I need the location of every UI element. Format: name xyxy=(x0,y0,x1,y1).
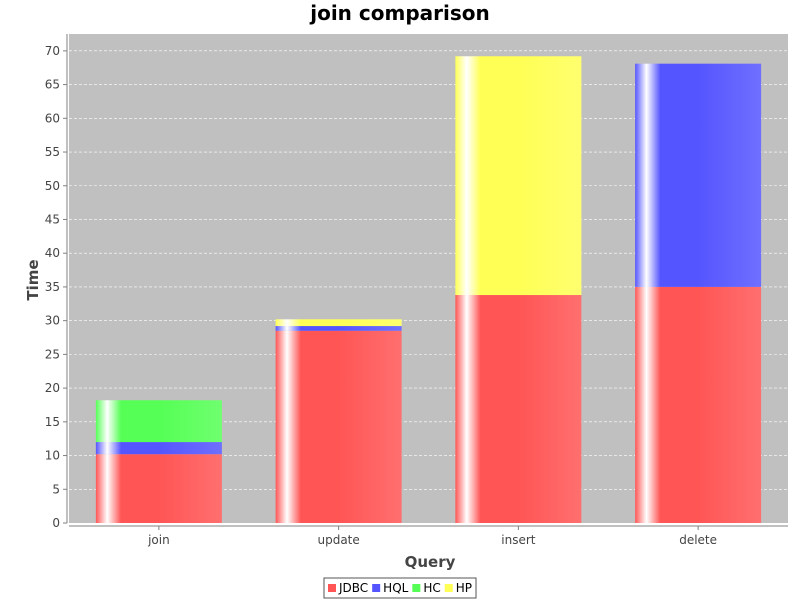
legend-label-hc: HC xyxy=(423,581,440,595)
y-tick-label: 10 xyxy=(45,449,60,463)
y-tick-label: 5 xyxy=(52,482,60,496)
bar-segment-jdbc xyxy=(95,454,222,523)
bars xyxy=(95,56,762,523)
y-tick-label: 0 xyxy=(52,516,60,530)
y-axis-label: Time xyxy=(24,259,42,300)
y-tick-label: 25 xyxy=(45,347,60,361)
y-tick-label: 15 xyxy=(45,415,60,429)
y-tick-label: 30 xyxy=(45,314,60,328)
y-tick-label: 65 xyxy=(45,78,60,92)
bar-segment-hql xyxy=(635,63,762,287)
y-tick-label: 70 xyxy=(45,44,60,58)
legend-swatch-hp xyxy=(444,584,453,592)
bar-segment-hql xyxy=(275,326,402,331)
chart-title: join comparison xyxy=(309,1,490,25)
bar-segment-jdbc xyxy=(635,286,762,523)
x-axis-label: Query xyxy=(405,553,456,571)
y-axis-ticks: 0 5 10 15 20 25 30 35 40 45 50 55 60 65 70 xyxy=(45,44,67,530)
x-tick-label: insert xyxy=(501,533,536,547)
bar-segment-jdbc xyxy=(455,295,582,523)
y-tick-label: 40 xyxy=(45,246,60,260)
y-tick-label: 60 xyxy=(45,111,60,125)
x-tick-label: join xyxy=(147,533,170,547)
bar-segment-hp xyxy=(455,56,582,296)
bar-segment-jdbc xyxy=(275,330,402,523)
x-tick-label: update xyxy=(317,533,359,547)
y-tick-label: 20 xyxy=(45,381,60,395)
legend-swatch-hql xyxy=(372,584,381,592)
legend: JDBC HQL HC HP xyxy=(323,577,477,599)
y-tick-label: 35 xyxy=(45,280,60,294)
bar-segment-hql xyxy=(95,442,222,455)
axes xyxy=(66,34,788,527)
legend-label-hql: HQL xyxy=(383,581,408,595)
y-tick-label: 55 xyxy=(45,145,60,159)
legend-swatch-jdbc xyxy=(327,584,336,592)
legend-label-hp: HP xyxy=(456,581,472,595)
legend-label-jdbc: JDBC xyxy=(338,581,368,595)
legend-swatch-hc xyxy=(412,584,421,592)
legend-box xyxy=(323,577,477,599)
x-tick-label: delete xyxy=(679,533,717,547)
y-tick-label: 45 xyxy=(45,212,60,226)
y-tick-label: 50 xyxy=(45,179,60,193)
bar-segment-hc xyxy=(95,400,222,443)
bar-segment-hp xyxy=(275,319,402,327)
x-axis-ticks: join update insert delete xyxy=(147,526,717,547)
